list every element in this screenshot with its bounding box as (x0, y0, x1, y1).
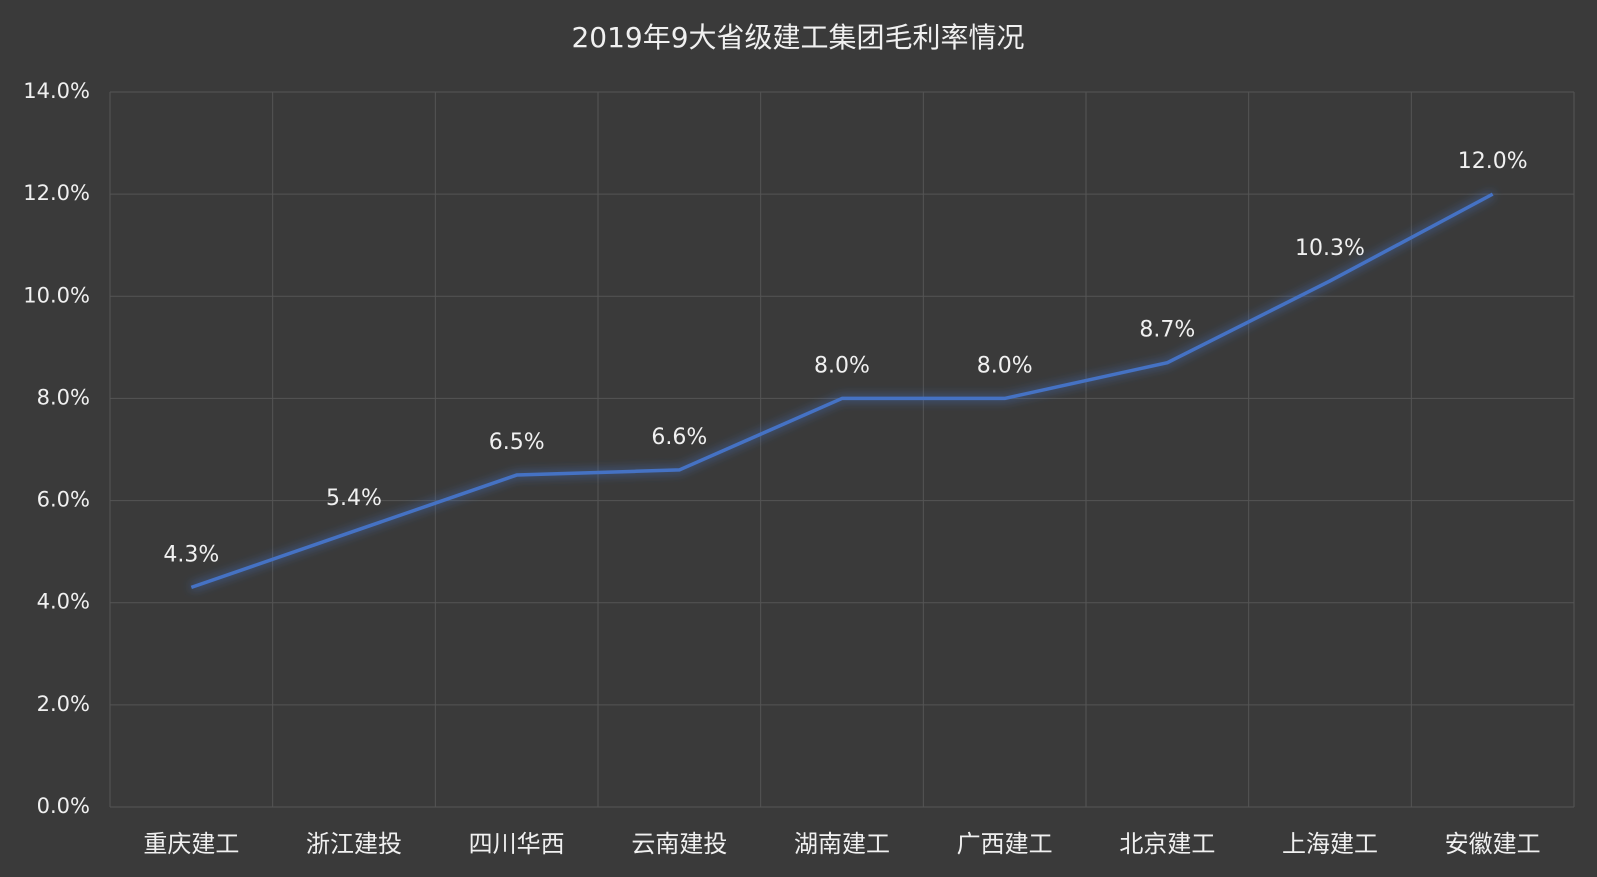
data-label: 8.7% (1139, 318, 1195, 343)
chart-title: 2019年9大省级建工集团毛利率情况 (571, 21, 1024, 54)
x-tick-label: 广西建工 (957, 830, 1053, 858)
y-tick-label: 2.0% (37, 692, 90, 716)
x-tick-label: 四川华西 (469, 830, 565, 858)
data-label: 4.3% (163, 542, 219, 567)
x-tick-label: 湖南建工 (794, 830, 890, 858)
x-tick-label: 安徽建工 (1445, 830, 1541, 858)
x-tick-label: 浙江建投 (306, 830, 402, 858)
data-label: 8.0% (977, 353, 1033, 378)
data-label: 5.4% (326, 486, 382, 511)
x-tick-label: 上海建工 (1282, 830, 1378, 858)
x-tick-label: 重庆建工 (143, 830, 239, 858)
data-label: 12.0% (1458, 149, 1528, 174)
x-tick-label: 云南建投 (631, 830, 727, 858)
y-tick-label: 12.0% (23, 181, 90, 205)
data-label: 6.6% (651, 425, 707, 450)
y-tick-label: 0.0% (37, 794, 90, 818)
y-tick-label: 4.0% (37, 590, 90, 614)
data-label: 8.0% (814, 353, 870, 378)
data-line (190, 192, 1494, 590)
y-tick-label: 8.0% (37, 385, 90, 409)
data-label: 10.3% (1295, 236, 1365, 261)
y-tick-label: 10.0% (23, 283, 90, 307)
y-tick-label: 6.0% (37, 488, 90, 512)
x-tick-label: 北京建工 (1119, 830, 1215, 858)
y-tick-label: 14.0% (23, 79, 90, 103)
data-label: 6.5% (489, 430, 545, 455)
